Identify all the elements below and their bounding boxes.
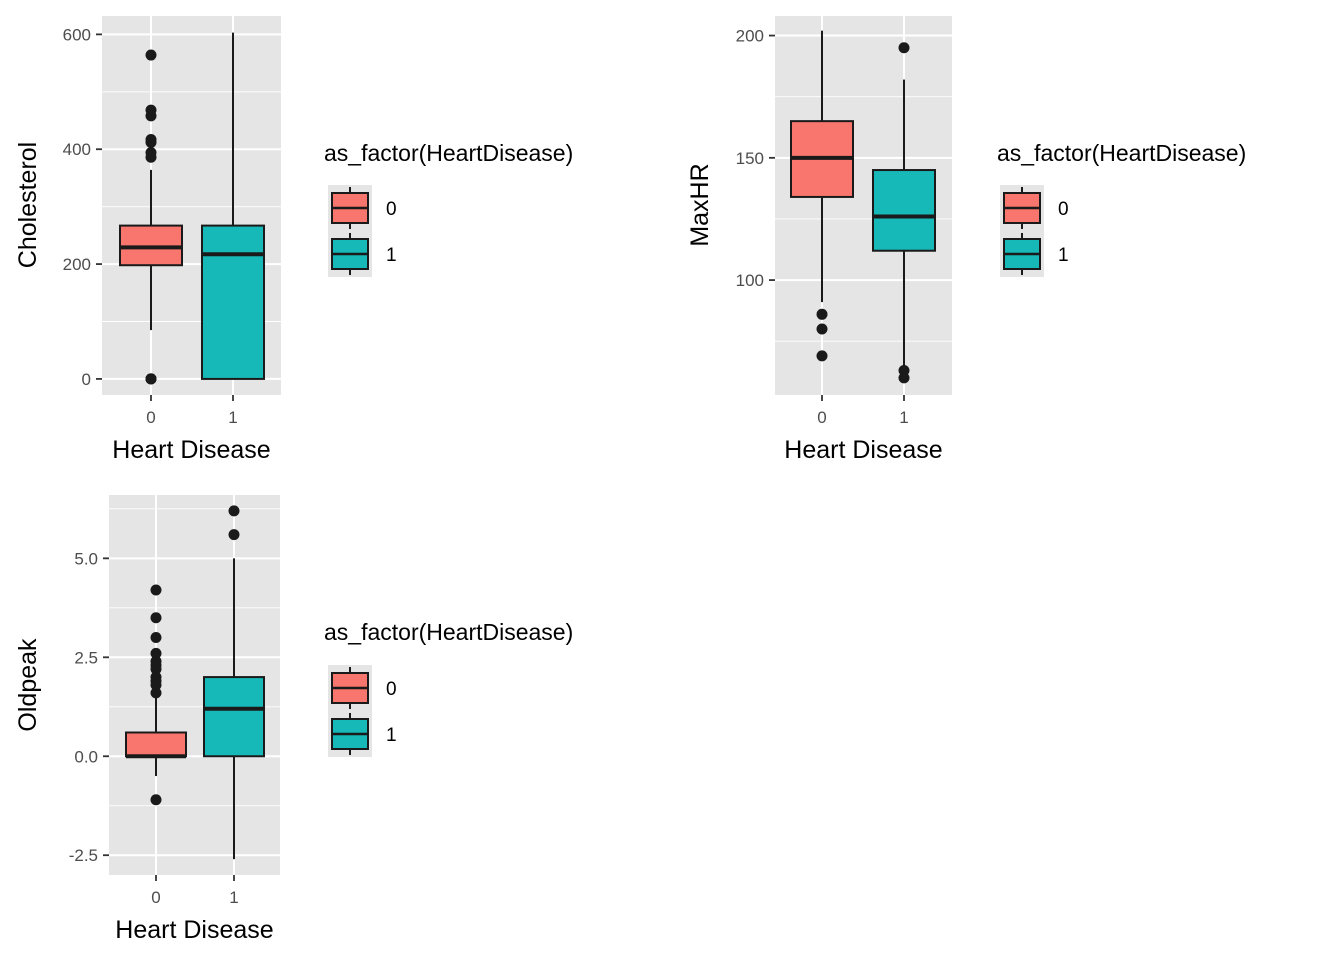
y-tick-label: 600 [63,25,91,44]
legend-title: as_factor(HeartDisease) [324,140,573,166]
outlier-point [145,151,157,163]
outlier-point [228,505,240,517]
y-axis-title: Cholesterol [14,142,42,268]
box-group-1 [203,505,265,860]
legend-title: as_factor(HeartDisease) [324,619,573,645]
y-tick-label: 200 [63,255,91,274]
box-group-1 [872,42,936,384]
outlier-point [816,323,828,335]
outlier-point [898,372,910,384]
x-axis-title: Heart Disease [112,436,270,464]
y-tick-label: 0 [82,370,91,389]
y-tick-label: -2.5 [69,846,98,865]
y-tick-label: 400 [63,140,91,159]
outlier-point [898,42,910,54]
outlier-point [150,663,162,675]
y-tick-label: 100 [736,271,764,290]
legend: as_factor(HeartDisease) 0 1 [324,140,573,277]
outlier-point [150,679,162,691]
legend-label: 0 [386,679,397,700]
legend-label: 1 [386,245,397,266]
x-axis-title: Heart Disease [115,916,273,944]
legend-label: 0 [386,199,397,220]
outlier-point [145,373,157,385]
outlier-point [145,110,157,122]
outlier-point [145,136,157,148]
legend-title: as_factor(HeartDisease) [997,140,1246,166]
box-group-0 [125,584,187,806]
outlier-point [150,632,162,643]
y-tick-label: 2.5 [74,648,98,667]
x-tick-label: 1 [229,888,238,907]
chart-panel-1: 100 150 200 0 1 Heart Disease MaxHR as_factor(H… [686,16,1246,464]
box-iqr [125,731,187,758]
y-tick-label: 5.0 [74,549,98,568]
x-tick-label: 1 [899,408,908,427]
y-tick-label: 200 [736,27,764,46]
x-tick-label: 0 [817,408,826,427]
y-tick-label: 0.0 [74,747,98,766]
box-iqr [872,169,936,252]
chart-panel-2: -2.5 0.0 2.5 5.0 0 1 Heart Disease Oldpeak as_fa… [14,495,573,944]
y-axis-title: MaxHR [686,163,714,246]
outlier-point [150,612,162,624]
box-group-1 [201,32,265,380]
box-group-0 [790,30,854,362]
box-iqr [201,224,265,380]
legend-label: 1 [1058,245,1069,266]
outlier-point [150,794,162,806]
chart-panel-0: 0 200 400 600 0 1 Heart Disease Cholesterol as_f… [14,16,573,464]
outlier-point [150,584,162,596]
x-axis-title: Heart Disease [784,436,942,464]
x-tick-label: 0 [146,408,155,427]
y-tick-label: 150 [736,149,764,168]
legend-label: 0 [1058,199,1069,220]
legend-label: 1 [386,725,397,746]
outlier-point [145,49,157,61]
legend: as_factor(HeartDisease) 0 1 [324,619,573,757]
outlier-point [816,308,828,320]
box-group-0 [119,49,183,385]
box-iqr [203,676,265,758]
y-axis-title: Oldpeak [14,638,42,732]
outlier-point [150,687,162,699]
box-iqr [119,224,183,267]
legend: as_factor(HeartDisease) 0 1 [997,140,1246,277]
outlier-point [150,647,162,659]
x-tick-label: 1 [228,408,237,427]
outlier-point [228,529,240,541]
outlier-point [816,350,828,362]
x-tick-label: 0 [151,888,160,907]
